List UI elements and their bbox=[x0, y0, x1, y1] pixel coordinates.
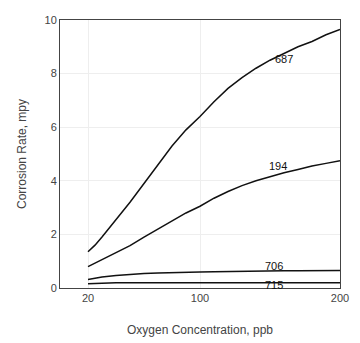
svg-text:715: 715 bbox=[265, 279, 283, 291]
svg-text:100: 100 bbox=[191, 292, 209, 304]
svg-text:Oxygen Concentration, ppb: Oxygen Concentration, ppb bbox=[127, 323, 273, 337]
svg-text:10: 10 bbox=[45, 14, 57, 26]
svg-text:706: 706 bbox=[265, 260, 283, 272]
svg-text:194: 194 bbox=[269, 160, 287, 172]
svg-text:2: 2 bbox=[51, 228, 57, 240]
svg-text:6: 6 bbox=[51, 121, 57, 133]
svg-text:20: 20 bbox=[82, 292, 94, 304]
svg-text:Corrosion Rate, mpy: Corrosion Rate, mpy bbox=[15, 99, 29, 209]
svg-text:0: 0 bbox=[51, 282, 57, 294]
svg-text:4: 4 bbox=[51, 175, 57, 187]
svg-text:8: 8 bbox=[51, 67, 57, 79]
svg-text:687: 687 bbox=[275, 53, 293, 65]
svg-text:200: 200 bbox=[331, 292, 349, 304]
